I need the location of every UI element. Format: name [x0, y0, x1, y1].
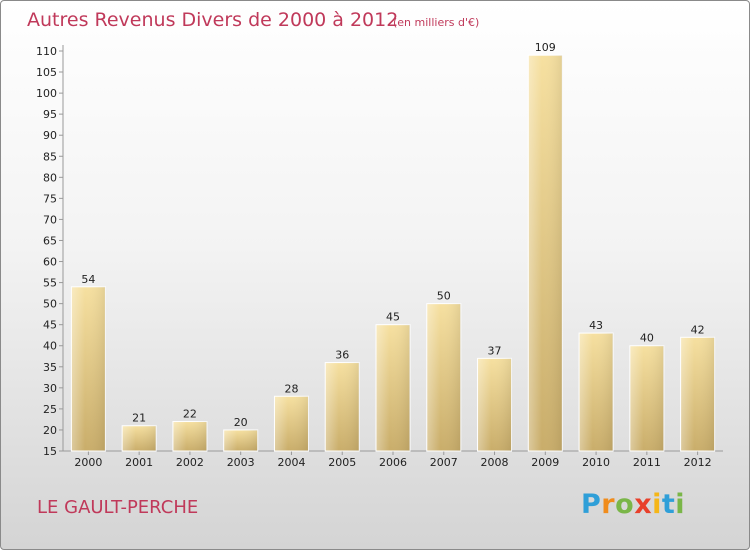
- x-tick-label: 2010: [582, 456, 610, 469]
- y-tick-label: 75: [43, 192, 57, 205]
- y-tick-label: 95: [43, 108, 57, 121]
- y-tick-label: 80: [43, 171, 57, 184]
- x-tick-label: 2006: [379, 456, 407, 469]
- bar-shade: [477, 358, 512, 451]
- bar-shade: [223, 429, 258, 451]
- bar-shade: [680, 337, 715, 451]
- y-tick-label: 20: [43, 424, 57, 437]
- bar-shade: [528, 55, 563, 452]
- y-tick-label: 45: [43, 319, 57, 332]
- bar-shade: [629, 345, 664, 451]
- data-labels: 54 21 22 20 28 36 45 50 37 109 43 40 42: [81, 41, 704, 429]
- logo-letter: t: [661, 489, 676, 520]
- logo-letter: o: [615, 489, 635, 520]
- y-tick-label: 85: [43, 150, 57, 163]
- y-tick-label: 105: [36, 66, 57, 79]
- x-tick-label: 2011: [633, 456, 661, 469]
- logo-letter: i: [675, 489, 686, 520]
- y-tick-label: 30: [43, 382, 57, 395]
- data-label: 40: [640, 332, 654, 345]
- bar-shade: [172, 421, 207, 451]
- y-tick-label: 70: [43, 213, 57, 226]
- y-tick-label: 60: [43, 256, 57, 269]
- data-label: 54: [81, 273, 95, 286]
- y-tick-label: 65: [43, 234, 57, 247]
- x-tick-label: 2001: [125, 456, 153, 469]
- x-tick-label: 2009: [531, 456, 559, 469]
- y-tick-label: 50: [43, 298, 57, 311]
- y-tick-label: 40: [43, 340, 57, 353]
- chart-subtitle: (en milliers d'€): [393, 16, 480, 29]
- bar-shade: [274, 396, 309, 451]
- y-tick-label: 55: [43, 277, 57, 290]
- y-tick-label: 35: [43, 361, 57, 374]
- proxiti-logo: Proxiti: [581, 489, 685, 520]
- y-tick-label: 15: [43, 445, 57, 458]
- bar-shade: [122, 425, 157, 451]
- data-label: 28: [284, 382, 298, 395]
- logo-letter: i: [652, 489, 662, 520]
- y-tick-label: 25: [43, 403, 57, 416]
- y-tick-label: 110: [36, 45, 57, 58]
- bar-shade: [579, 333, 614, 451]
- logo-letter: P: [581, 489, 602, 520]
- bar-shade: [426, 303, 461, 451]
- y-tick-label: 90: [43, 129, 57, 142]
- x-tick-label: 2008: [481, 456, 509, 469]
- x-tick-label: 2004: [277, 456, 305, 469]
- location-label: LE GAULT-PERCHE: [37, 497, 199, 518]
- bars: [70, 54, 716, 452]
- data-label: 22: [183, 408, 197, 421]
- data-label: 20: [234, 416, 248, 429]
- data-label: 43: [589, 319, 603, 332]
- data-label: 36: [335, 349, 349, 362]
- bar-shade: [71, 286, 106, 451]
- data-label: 21: [132, 412, 146, 425]
- y-tick-label: 100: [36, 87, 57, 100]
- x-tick-label: 2007: [430, 456, 458, 469]
- x-tick-label: 2002: [176, 456, 204, 469]
- logo-letter: r: [601, 489, 616, 520]
- bar-shade: [376, 324, 410, 451]
- x-tick-label: 2005: [328, 456, 356, 469]
- x-tick-label: 2012: [684, 456, 712, 469]
- data-label: 109: [535, 41, 556, 54]
- logo-letter: x: [634, 489, 653, 520]
- data-label: 37: [488, 344, 502, 357]
- chart-title: Autres Revenus Divers de 2000 à 2012: [27, 9, 399, 31]
- bar-shade: [325, 362, 360, 451]
- data-label: 42: [691, 323, 705, 336]
- x-tick-label: 2003: [227, 456, 255, 469]
- data-label: 50: [437, 290, 451, 303]
- data-label: 45: [386, 311, 400, 324]
- x-tick-label: 2000: [74, 456, 102, 469]
